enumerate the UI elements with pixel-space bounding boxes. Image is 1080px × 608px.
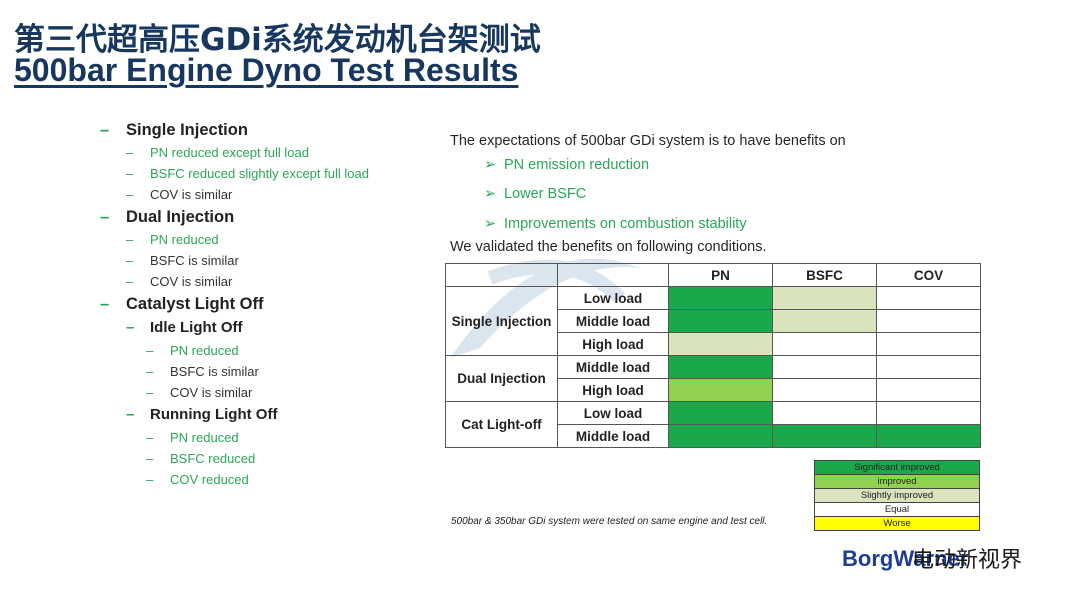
load-label: Middle load: [557, 355, 669, 379]
group-label-single: Single Injection: [445, 286, 558, 356]
summary-subheading-idle: – Idle Light Off: [126, 319, 243, 336]
expectation-bullet: ➢ PN emission reduction: [484, 157, 650, 173]
matrix-corner-cell: [445, 263, 558, 287]
summary-item: – COV reduced: [146, 472, 249, 487]
load-label: High load: [557, 332, 669, 356]
footnote: 500bar & 350bar GDi system were tested o…: [451, 516, 768, 527]
matrix-cell: [876, 424, 981, 448]
legend-item: Significant improved: [814, 460, 980, 475]
summary-item: – BSFC reduced: [146, 451, 256, 466]
summary-heading-dual: – Dual Injection: [100, 208, 235, 226]
matrix-cell: [772, 378, 877, 402]
expectations-intro: The expectations of 500bar GDi system is…: [450, 133, 846, 149]
matrix-cell: [668, 332, 773, 356]
summary-item: – BSFC is similar: [126, 253, 239, 268]
matrix-cell: [772, 286, 877, 310]
results-matrix: PN BSFC COV Single Injection Low load Mi…: [445, 263, 981, 448]
matrix-header-row: PN BSFC COV: [445, 263, 981, 287]
matrix-cell: [668, 309, 773, 333]
results-summary: – Single Injection – PN reduced except ful…: [100, 118, 430, 490]
load-label: Low load: [557, 286, 669, 310]
summary-item: – BSFC reduced slightly except full load: [126, 166, 369, 181]
summary-item: – COV is similar: [146, 385, 253, 400]
table-row: Middle load: [446, 309, 981, 333]
matrix-cell: [668, 286, 773, 310]
group-label-cat: Cat Light-off: [445, 401, 558, 448]
summary-item: – COV is similar: [126, 187, 233, 202]
matrix-cell: [668, 424, 773, 448]
arrow-bullet-icon: ➢: [484, 216, 497, 232]
expectation-bullet: ➢ Improvements on combustion stability: [484, 216, 747, 232]
matrix-cell: [876, 286, 981, 310]
matrix-cell: [876, 309, 981, 333]
column-header-bsfc: BSFC: [772, 263, 877, 287]
matrix-cell: [772, 401, 877, 425]
validated-text: We validated the benefits on following c…: [450, 239, 767, 255]
summary-item: – PN reduced: [126, 232, 219, 247]
matrix-cell: [876, 332, 981, 356]
matrix-cell: [772, 424, 877, 448]
matrix-cell: [772, 355, 877, 379]
summary-item: – COV is similar: [126, 274, 233, 289]
matrix-cell: [772, 309, 877, 333]
legend-item: improved: [814, 474, 980, 489]
load-label: Low load: [557, 401, 669, 425]
summary-item: – BSFC is similar: [146, 364, 259, 379]
legend-item: Slightly improved: [814, 488, 980, 503]
table-row: Dual Injection Middle load: [445, 355, 981, 402]
load-label: High load: [557, 378, 669, 402]
title-chinese: 第三代超高压GDi系统发动机台架测试: [14, 22, 541, 58]
arrow-bullet-icon: ➢: [484, 186, 497, 202]
column-header-pn: PN: [668, 263, 773, 287]
group-label-dual: Dual Injection: [445, 355, 558, 402]
legend: Significant improved improved Slightly i…: [814, 460, 980, 531]
legend-item: Equal: [814, 502, 980, 517]
title-english: 500bar Engine Dyno Test Results: [14, 52, 519, 88]
summary-heading-single: – Single Injection: [100, 121, 248, 139]
table-row: Cat Light-off Low load: [445, 401, 981, 448]
matrix-cell: [876, 355, 981, 379]
summary-item: – PN reduced: [146, 343, 239, 358]
expectation-bullet: ➢ Lower BSFC: [484, 186, 587, 202]
matrix-cell: [668, 378, 773, 402]
company-logo: BorgWarner: [842, 546, 969, 571]
matrix-cell: [772, 332, 877, 356]
summary-item: – PN reduced except full load: [126, 145, 309, 160]
arrow-bullet-icon: ➢: [484, 157, 497, 173]
load-label: Middle load: [557, 309, 669, 333]
load-label: Middle load: [557, 424, 669, 448]
table-row: High load: [446, 378, 981, 402]
matrix-cell: [668, 401, 773, 425]
legend-item: Worse: [814, 516, 980, 531]
summary-item: – PN reduced: [146, 430, 239, 445]
table-row: Single Injection Low load: [445, 286, 981, 356]
matrix-corner-cell: [557, 263, 669, 287]
watermark-text: 电动新视界: [912, 548, 1023, 573]
column-header-cov: COV: [876, 263, 981, 287]
matrix-cell: [876, 401, 981, 425]
summary-subheading-running: – Running Light Off: [126, 406, 278, 423]
summary-heading-catalyst: – Catalyst Light Off: [100, 295, 264, 313]
table-row: Middle load: [446, 424, 981, 448]
matrix-cell: [876, 378, 981, 402]
matrix-cell: [668, 355, 773, 379]
